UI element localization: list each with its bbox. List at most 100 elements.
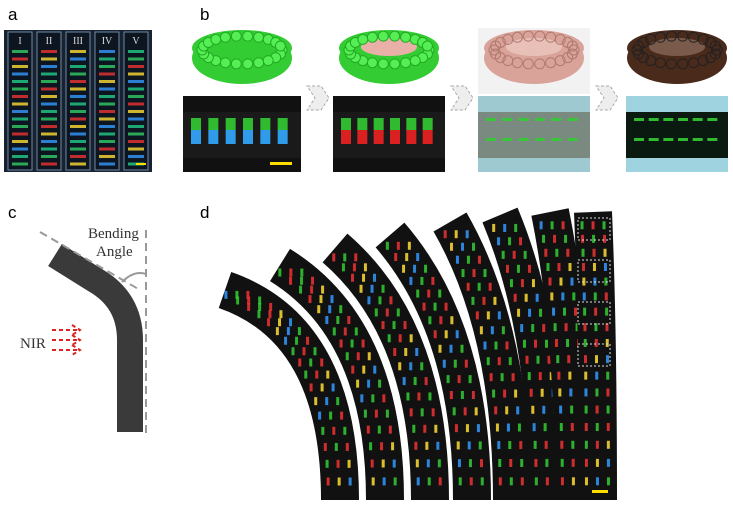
dot	[434, 424, 438, 433]
dot	[392, 321, 396, 330]
bead	[409, 55, 421, 67]
dot	[544, 440, 548, 449]
dot	[465, 230, 469, 239]
dot	[486, 118, 496, 121]
dot	[431, 408, 435, 417]
dot	[512, 250, 516, 259]
dot	[286, 327, 290, 336]
dot	[41, 140, 57, 143]
dot	[367, 379, 371, 388]
dot	[678, 118, 688, 121]
pore	[566, 40, 578, 52]
dot	[396, 241, 400, 250]
dot	[387, 334, 391, 343]
dot	[552, 307, 556, 316]
dot	[584, 388, 588, 397]
dot	[407, 241, 411, 250]
dot	[563, 307, 567, 316]
dot	[409, 408, 413, 417]
dot	[437, 459, 441, 468]
dot	[420, 408, 424, 417]
dot	[300, 268, 304, 277]
dot	[551, 118, 562, 121]
dot	[12, 132, 28, 136]
dot	[12, 95, 28, 98]
dot	[634, 138, 644, 141]
dot	[337, 477, 341, 486]
dot	[70, 65, 86, 68]
dot	[377, 425, 381, 434]
dot	[539, 308, 543, 317]
dot	[382, 477, 386, 486]
dot	[471, 296, 475, 305]
dot	[70, 110, 86, 113]
dot	[269, 302, 273, 311]
dot	[509, 477, 513, 486]
dot	[595, 371, 599, 380]
dot	[12, 57, 28, 61]
dot	[317, 305, 321, 314]
dot	[460, 344, 464, 353]
dot	[497, 357, 501, 366]
dot	[454, 424, 458, 433]
dot	[428, 316, 432, 325]
strip-label: I	[18, 36, 21, 47]
dot	[243, 130, 253, 144]
dot	[533, 440, 537, 449]
dot	[328, 305, 332, 314]
dot	[413, 377, 417, 386]
dot	[476, 424, 480, 433]
dot	[128, 125, 144, 128]
dot	[99, 50, 115, 53]
dot	[367, 352, 371, 361]
dot	[692, 118, 703, 121]
dot	[518, 138, 529, 141]
dot	[595, 388, 599, 397]
dot	[539, 221, 543, 230]
dot	[321, 426, 325, 435]
dot	[517, 423, 521, 432]
dot	[534, 477, 538, 486]
dot	[417, 392, 421, 401]
dot	[41, 162, 57, 166]
dot	[412, 424, 416, 433]
dot	[341, 118, 351, 130]
dot	[483, 269, 487, 278]
dot	[581, 263, 585, 272]
dot	[12, 162, 28, 166]
dot	[519, 237, 523, 246]
dot	[367, 296, 371, 305]
dot	[289, 318, 293, 327]
dot	[41, 87, 57, 91]
dot	[468, 375, 472, 384]
dot	[128, 117, 144, 121]
dot	[604, 292, 608, 301]
dot	[538, 372, 542, 381]
chevron	[595, 85, 619, 111]
dot	[99, 117, 115, 121]
dot	[482, 296, 486, 305]
dot	[225, 130, 236, 144]
strip	[94, 31, 120, 171]
dot	[436, 441, 440, 450]
dot	[422, 130, 433, 144]
panel-d	[218, 207, 617, 501]
dot	[413, 264, 417, 273]
dot	[431, 276, 435, 285]
dot	[555, 248, 559, 257]
dot	[275, 327, 279, 336]
dot	[527, 264, 531, 273]
ring-hole	[361, 38, 417, 56]
dot	[381, 321, 385, 330]
dot	[581, 234, 585, 243]
dot	[128, 95, 144, 98]
dot	[455, 330, 459, 339]
dot	[347, 459, 351, 468]
dot	[267, 318, 271, 327]
dot	[99, 125, 115, 128]
dot	[569, 388, 573, 397]
bead	[389, 58, 401, 70]
dot	[311, 276, 315, 285]
bead	[219, 57, 231, 69]
dot	[492, 389, 496, 398]
